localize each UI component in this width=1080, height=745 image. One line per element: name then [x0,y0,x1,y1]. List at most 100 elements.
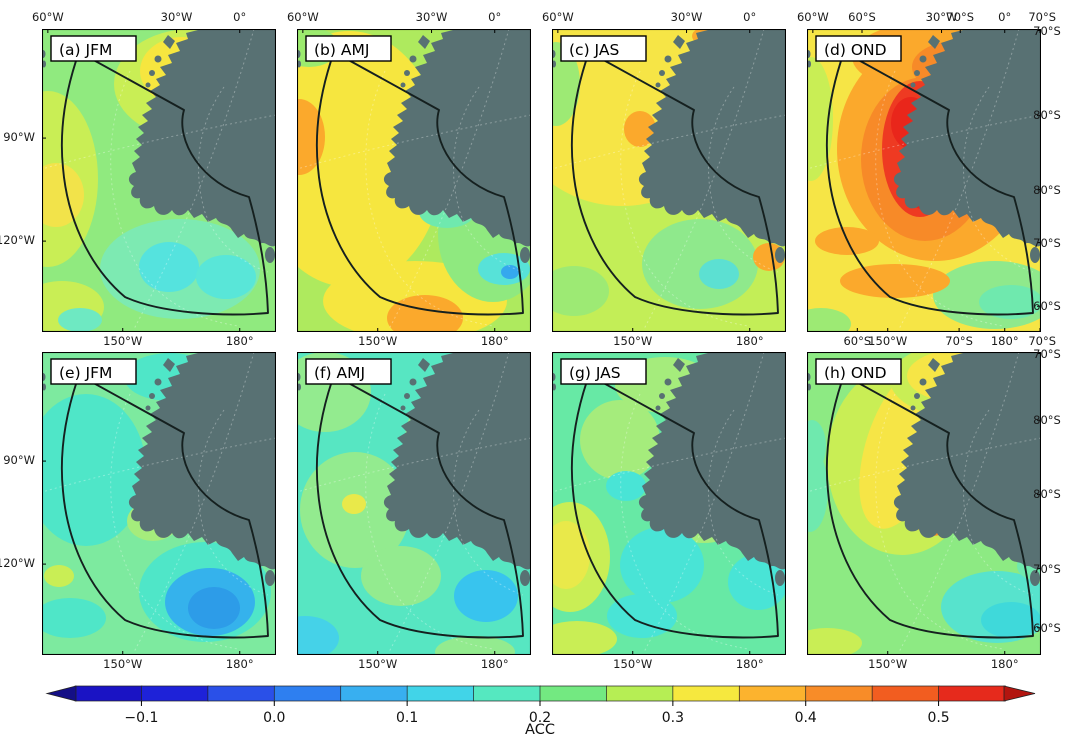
contour-blob [42,163,84,227]
axis-tick-label-right: 70°S [1033,561,1061,576]
panel-frame [297,352,531,655]
axis-tick-label-left: 120°W [0,233,35,248]
contour-blob [139,242,199,292]
contour-blob [501,265,519,279]
island [673,358,685,372]
contour-blob [196,255,256,299]
island [1030,247,1040,263]
map-d: (d) OND [807,29,1041,332]
axis-tick-label-right: 80°S [1033,182,1061,197]
contour-blob [454,570,518,622]
axis-tick-label-bottom: 180° [480,657,509,671]
panel-d: (d) OND [807,29,1041,332]
island [928,358,940,372]
island [265,570,275,586]
axis-tick-label-top: 60°W [286,10,319,24]
contour-blob [580,400,660,480]
study-sector-outline [315,51,524,316]
axis-tick-label-top: 60°S [848,10,876,24]
island [418,35,430,49]
island [520,570,530,586]
panel-label: (a) JFM [59,41,112,59]
colorbar-tick-label: 0.2 [529,710,551,726]
contour-blob [297,616,339,655]
graticule-line [807,437,1041,493]
map-e: (e) JFM [42,352,276,655]
panel-frame [42,29,276,332]
panel-label: (c) JAS [569,41,619,59]
panel-label-box [560,358,647,385]
island [154,55,162,63]
island [404,393,410,399]
island [265,247,275,263]
axis-tick-label-bottom: 180° [735,334,764,348]
axis-tick-label-bottom: 150°W [868,657,908,671]
contour-blob [979,285,1041,319]
contour-blob [807,420,826,472]
panel-label: (d) OND [824,41,887,59]
colorbar: −0.1 0.0 0.1 0.2 0.3 0.4 0.5 [45,685,1036,726]
colorbar-tick-label: 0.5 [927,710,949,726]
contour-blob [361,546,441,606]
colorbar-tick-label: 0.3 [662,710,684,726]
map-f: (f) AMJ [297,352,531,655]
panel-label: (f) AMJ [314,364,365,382]
contour-blob [981,602,1041,638]
colorbar-segment [539,685,608,702]
panel-a: (a) JFM [42,29,276,332]
graticule-line [552,437,786,493]
colorbar-segment [672,685,741,702]
graticule-line [875,70,1004,327]
axis-tick-label-bottom: 70°S [1028,334,1056,348]
panel-f: (f) AMJ [297,352,531,655]
panel-label: (g) JAS [569,364,621,382]
island [520,247,530,263]
panel-label-box [305,35,392,62]
colorbar-segment [406,685,475,702]
contour-blob [552,42,580,126]
colorbar-left-arrow [45,685,77,702]
study-sector-outline [60,51,269,316]
colorbar-segment [606,685,674,702]
colorbar-tick-label: 0.1 [396,710,418,726]
land-mass [638,29,786,247]
panel-h: (h) OND [807,352,1041,655]
panel-label: (b) AMJ [314,41,369,59]
axis-tick-label-right: 70°S [1033,23,1061,38]
colorbar-segment [273,685,342,702]
axis-tick-label-bottom: 180° [225,334,254,348]
land-mass [893,352,1041,570]
graticule-line [42,114,276,170]
graticule-line [42,437,276,493]
island [673,35,685,49]
map-g: (g) JAS [552,352,786,655]
island [664,55,672,63]
axis-tick-label-bottom: 180° [480,334,509,348]
axis-tick-label-right: 70°S [1033,346,1061,361]
contour-blob [607,594,677,638]
land-mass [893,29,1041,247]
axis-tick-label-bottom: 150°W [358,657,398,671]
panel-frame [552,352,786,655]
axis-tick-label-right: 60°S [1033,299,1061,314]
contour-blob [387,295,463,332]
land-mass [383,352,531,570]
contour-blob [552,621,617,655]
island [154,378,162,386]
island [914,393,920,399]
axis-tick-label-right: 70°S [1033,235,1061,250]
panel-frame [297,29,531,332]
graticule-line [807,114,1041,170]
axis-tick-label-bottom: 180° [990,334,1019,348]
colorbar-tick-label: −0.1 [124,710,158,726]
axis-tick-label-bottom: 150°W [613,334,653,348]
study-sector-outline [825,51,1034,316]
panel-c: (c) JAS [552,29,786,332]
axis-tick-label-top: 60°W [31,10,64,24]
axis-tick-label-top: 0° [233,10,247,24]
map-h: (h) OND [807,352,1041,655]
graticule-line [620,70,749,327]
island [655,405,661,411]
island [149,70,155,76]
axis-tick-label-bottom: 150°W [358,334,398,348]
